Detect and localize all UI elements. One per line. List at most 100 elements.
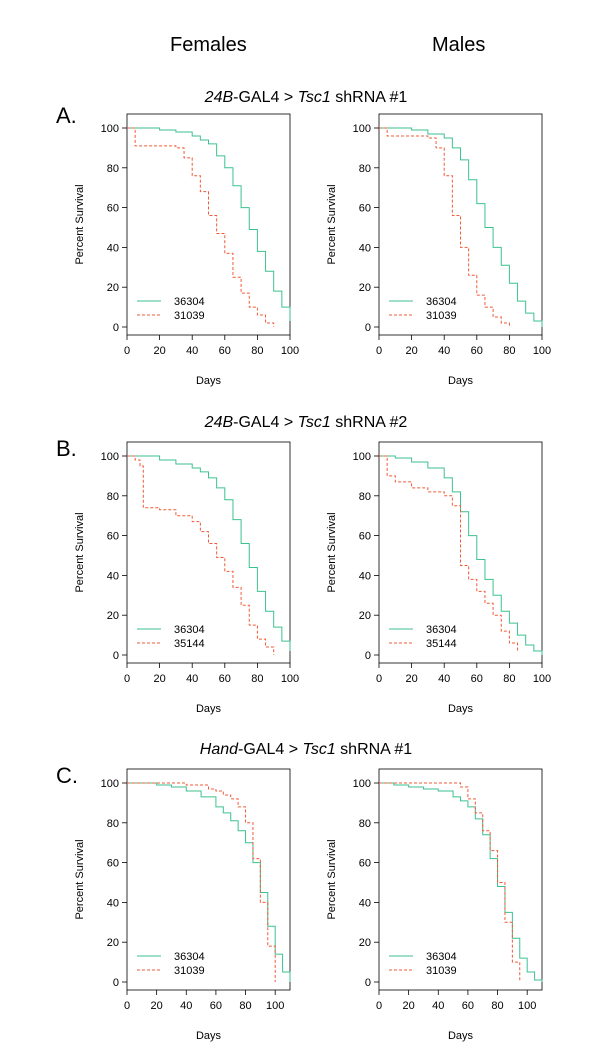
y-tick-label: 0	[113, 977, 119, 989]
panel-title-mid: -GAL4 >	[233, 89, 298, 106]
x-tick-label: 40	[186, 345, 198, 357]
y-tick-label: 100	[101, 451, 119, 463]
y-tick-label: 20	[107, 282, 119, 294]
x-tick-label: 60	[210, 1000, 222, 1012]
x-tick-label: 100	[533, 673, 551, 685]
survival-curve-31039	[127, 127, 275, 327]
y-tick-label: 80	[107, 818, 119, 830]
y-tick-label: 100	[101, 123, 119, 135]
y-tick-label: 80	[107, 491, 119, 503]
x-tick-label: 80	[239, 1000, 251, 1012]
plot-frame	[126, 441, 291, 664]
x-tick-label: 20	[153, 345, 165, 357]
x-axis-label: Days	[196, 1030, 222, 1042]
x-tick-label: 0	[376, 345, 382, 357]
y-tick-label: 100	[353, 123, 371, 135]
survival-curve-36304	[379, 455, 543, 655]
chart-a-males: 0 20 40 60 80 100 0 20 40 60 80 100 Days Percent Surv…	[326, 113, 551, 387]
survival-curve-35144	[379, 455, 519, 652]
y-tick-label: 0	[365, 322, 371, 334]
y-tick-label: 80	[359, 163, 371, 175]
panel-title-driver: Hand	[199, 741, 239, 758]
x-tick-label: 80	[251, 673, 263, 685]
x-tick-label: 60	[471, 345, 483, 357]
legend-label-36304: 36304	[426, 951, 457, 963]
x-tick-label: 0	[124, 345, 130, 357]
survival-curve-36304	[127, 782, 291, 982]
x-tick-label: 40	[432, 1000, 444, 1012]
y-tick-label: 20	[107, 937, 119, 949]
legend-label-31039: 31039	[426, 965, 457, 977]
y-tick-label: 40	[107, 242, 119, 254]
x-tick-label: 100	[266, 1000, 284, 1012]
x-tick-label: 60	[219, 345, 231, 357]
y-tick-label: 20	[359, 282, 371, 294]
plot-frame	[126, 113, 291, 336]
x-tick-label: 100	[281, 673, 299, 685]
x-axis-label: Days	[448, 703, 474, 715]
x-tick-label: 100	[281, 345, 299, 357]
x-tick-label: 20	[403, 1000, 415, 1012]
y-axis-label: Percent Survival	[74, 512, 86, 592]
survival-curve-35144	[127, 455, 275, 655]
x-tick-label: 100	[533, 345, 551, 357]
y-tick-label: 20	[359, 937, 371, 949]
y-axis-label: Percent Survival	[326, 184, 338, 264]
y-axis-label: Percent Survival	[326, 512, 338, 592]
x-tick-label: 0	[124, 1000, 130, 1012]
x-tick-label: 80	[491, 1000, 503, 1012]
y-tick-label: 0	[113, 650, 119, 662]
x-tick-label: 100	[518, 1000, 536, 1012]
column-header-males: Males	[432, 34, 486, 56]
panel-title-gene: Tsc1	[302, 741, 336, 758]
legend-label-36304: 36304	[174, 951, 205, 963]
column-header-females: Females	[170, 34, 247, 56]
x-axis-label: Days	[448, 1030, 474, 1042]
panel-title-driver: 24B	[204, 414, 234, 431]
panel-title-rest: shRNA #1	[335, 741, 413, 758]
plot-frame	[378, 441, 543, 664]
panel-title-rest: shRNA #1	[330, 89, 408, 106]
survival-curve-36304	[379, 782, 543, 982]
y-tick-label: 80	[107, 163, 119, 175]
x-tick-label: 20	[153, 673, 165, 685]
survival-curve-31039	[379, 782, 521, 982]
y-tick-label: 20	[359, 610, 371, 622]
x-tick-label: 20	[405, 673, 417, 685]
legend-label-31039: 31039	[174, 310, 205, 322]
legend-label-36304: 36304	[174, 624, 205, 636]
x-tick-label: 80	[251, 345, 263, 357]
plot-frame	[126, 768, 291, 991]
x-tick-label: 40	[180, 1000, 192, 1012]
x-tick-label: 40	[186, 673, 198, 685]
x-axis-label: Days	[196, 703, 222, 715]
panel-title-c: Hand-GAL4 > Tsc1 shRNA #1	[0, 741, 612, 759]
panel-title-rest: shRNA #2	[330, 414, 408, 431]
y-tick-label: 100	[353, 778, 371, 790]
y-axis-label: Percent Survival	[74, 184, 86, 264]
plot-frame	[378, 768, 543, 991]
y-tick-label: 0	[365, 977, 371, 989]
panel-title-mid: -GAL4 >	[233, 414, 298, 431]
legend-label-31039: 31039	[174, 965, 205, 977]
x-tick-label: 80	[503, 673, 515, 685]
y-tick-label: 40	[107, 570, 119, 582]
y-tick-label: 40	[359, 570, 371, 582]
y-tick-label: 60	[107, 858, 119, 870]
x-tick-label: 40	[438, 345, 450, 357]
legend-label-36304: 36304	[426, 624, 457, 636]
y-axis-label: Percent Survival	[74, 839, 86, 919]
chart-b-females: 0 20 40 60 80 100 0 20 40 60 80 100 Days Percent Surv…	[74, 441, 299, 715]
panel-title-driver: 24B	[204, 89, 234, 106]
legend-label-36304: 36304	[174, 296, 205, 308]
panel-letter-c: C.	[56, 763, 78, 788]
survival-curve-36304	[127, 127, 291, 322]
y-tick-label: 20	[107, 610, 119, 622]
y-tick-label: 60	[359, 531, 371, 543]
y-tick-label: 60	[359, 858, 371, 870]
x-axis-label: Days	[196, 375, 222, 387]
y-tick-label: 60	[359, 203, 371, 215]
y-tick-label: 0	[365, 650, 371, 662]
y-tick-label: 40	[107, 897, 119, 909]
x-tick-label: 60	[219, 673, 231, 685]
